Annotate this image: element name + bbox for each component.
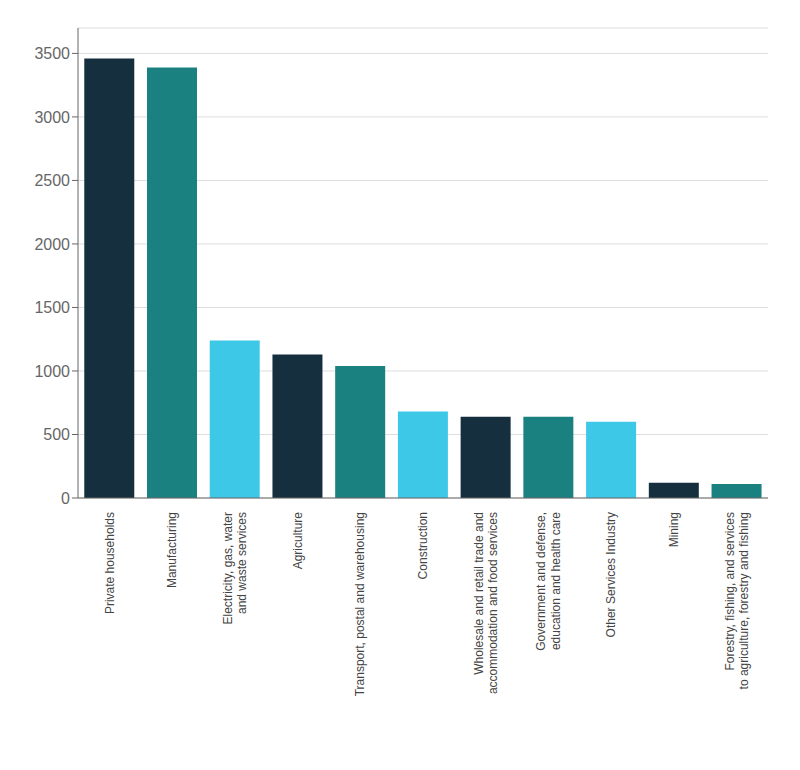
svg-text:Other Services Industry: Other Services Industry [604,512,618,637]
svg-text:3000: 3000 [34,109,70,126]
svg-text:Government and defense,educati: Government and defense,education and hea… [534,512,562,651]
svg-text:2000: 2000 [34,236,70,253]
svg-text:Manufacturing: Manufacturing [165,512,179,588]
svg-text:Mining: Mining [667,512,681,547]
svg-text:1000: 1000 [34,363,70,380]
svg-text:Wholesale and retail trade and: Wholesale and retail trade andaccommodat… [472,512,500,694]
svg-text:0: 0 [61,490,70,507]
svg-text:2500: 2500 [34,172,70,189]
svg-text:Construction: Construction [416,512,430,579]
svg-text:Forestry, fishing, and service: Forestry, fishing, and servicesto agricu… [723,512,751,689]
svg-text:Private households: Private households [103,512,117,614]
svg-text:Electricity, gas, waterand was: Electricity, gas, waterand waste service… [221,512,249,624]
svg-text:3500: 3500 [34,45,70,62]
svg-text:Transport, postal and warehous: Transport, postal and warehousing [353,512,367,696]
svg-text:500: 500 [43,426,70,443]
svg-text:1500: 1500 [34,299,70,316]
svg-text:Agriculture: Agriculture [291,512,305,570]
